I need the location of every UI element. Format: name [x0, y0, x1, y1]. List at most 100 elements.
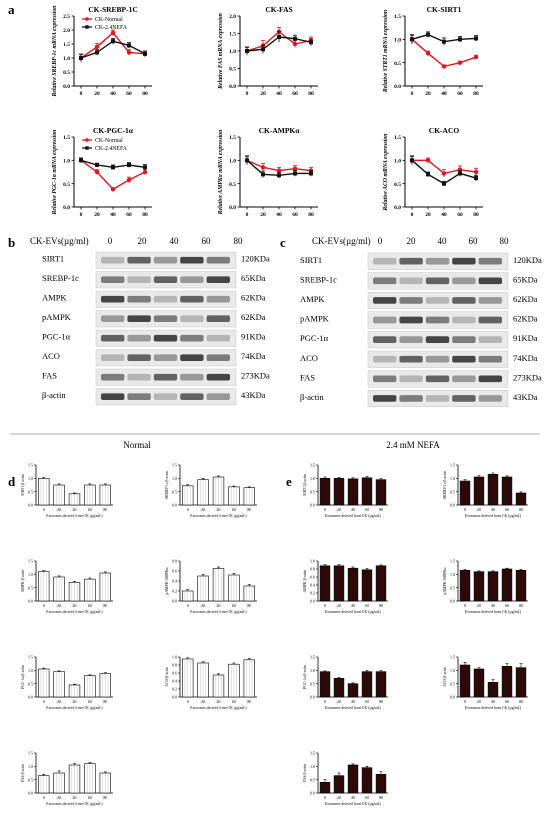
blot-band [153, 373, 178, 381]
blot-band [478, 395, 502, 402]
data-point [292, 41, 298, 47]
y-tick-label: 0.0 [28, 791, 33, 796]
x-tick-label: 80 [473, 91, 479, 97]
y-tick-label: 0.5 [310, 777, 315, 782]
bar [319, 782, 331, 794]
blot-band [399, 316, 423, 324]
y-tick-label: 0.0 [310, 599, 315, 604]
bar [501, 476, 513, 506]
y-tick-label: 0.5 [28, 777, 33, 782]
bar [375, 774, 387, 794]
bar [459, 480, 471, 506]
x-axis-label: Exosomes derived from CK (µg/mL) [325, 514, 382, 518]
x-tick-label: 40 [73, 507, 77, 512]
blot-band [373, 316, 397, 324]
y-tick-label: 1.0 [172, 476, 177, 481]
blot-protein-label: PGC-1α [42, 332, 71, 342]
y-tick-label: 1.0 [28, 764, 33, 769]
blot-band [425, 336, 450, 343]
blot-protein-label: SIRT1 [42, 254, 64, 264]
x-tick-label: 80 [308, 91, 314, 97]
y-tick-label: 0.8 [310, 567, 315, 572]
blot-size-label: 43KDa [513, 392, 538, 402]
data-point [292, 166, 298, 171]
data-point [126, 177, 132, 183]
legend-label: CK-Normal [95, 17, 123, 23]
blot-band [373, 336, 397, 343]
blot-protein-label: β-actin [42, 390, 66, 400]
x-tick-label: 20 [94, 212, 100, 218]
x-tick-label: 80 [519, 507, 523, 512]
y-tick-label: 0.5 [28, 489, 33, 494]
x-tick-label: 20 [425, 212, 431, 218]
data-point [79, 56, 83, 60]
data-point [410, 37, 414, 42]
data-point [410, 158, 414, 163]
y-axis-label: Relative SREBP-1c mRNA expression [52, 6, 58, 98]
y-tick-label: 0.0 [28, 695, 33, 700]
blot-band [478, 336, 502, 343]
y-tick-label: 1.0 [310, 668, 315, 673]
x-tick-label: 80 [103, 603, 107, 608]
blot-band [373, 277, 397, 285]
bar [333, 678, 345, 698]
x-tick-label: 60 [88, 795, 92, 800]
y-axis-label: AMPK/β-actin [303, 570, 307, 593]
blot-band [373, 257, 397, 265]
blot-band [153, 393, 178, 400]
y-tick-label: 0.0 [63, 84, 70, 90]
x-axis-label: Exosomes derived from CK (µg/mL) [190, 610, 247, 614]
bar [333, 565, 345, 602]
y-tick-label: 0.4 [310, 583, 315, 588]
x-tick-label: 20 [57, 507, 61, 512]
y-tick-label: 0.6 [172, 569, 177, 574]
x-tick-label: 60 [126, 212, 132, 218]
y-tick-label: 0.0 [310, 695, 315, 700]
x-axis-label: Exosomes derived from CK (µg/mL) [325, 802, 382, 806]
bar [333, 478, 345, 506]
x-axis-label: Exosomes derived from CK (µg/mL) [46, 610, 103, 614]
blot-band [399, 336, 423, 343]
x-tick-label: 20 [477, 699, 481, 704]
data-point [111, 39, 115, 44]
blot-band [373, 297, 397, 304]
x-tick-label: 40 [73, 603, 77, 608]
blot-protein-label: FAS [42, 371, 57, 381]
y-tick-label: 1.0 [450, 572, 455, 577]
bar [501, 568, 513, 602]
data-point [127, 163, 131, 167]
y-tick-label: 1.0 [28, 668, 33, 673]
x-axis-label: Exosomes derived from CK (µg/mL) [190, 514, 247, 518]
line-chart-5: CK-AMPKα 0.0 0.5 1.0 1.5 0 20 40 60 80 Relative AM… [218, 126, 318, 218]
x-tick-label: 80 [103, 699, 107, 704]
y-tick-label: 1.5 [310, 751, 315, 756]
y-tick-label: 1.5 [394, 135, 401, 141]
x-tick-label: 0 [464, 699, 466, 704]
y-tick-label: 1.0 [229, 159, 236, 165]
blot-band [452, 297, 476, 304]
blot-band [425, 257, 450, 265]
data-point [126, 50, 132, 55]
blot-band [452, 355, 476, 363]
y-axis-label: Relative PGC-1α mRNA expression [52, 130, 58, 216]
x-tick-label: 80 [247, 507, 251, 512]
x-tick-label: 0 [43, 603, 45, 608]
data-point [442, 39, 446, 44]
blot-band [425, 316, 450, 324]
bar [473, 476, 485, 506]
data-point [110, 187, 116, 192]
x-tick-label: 40 [441, 91, 447, 97]
data-point [95, 50, 99, 55]
x-tick-label: 60 [457, 91, 463, 97]
blot-band [127, 315, 151, 322]
blot-band [206, 334, 230, 342]
y-tick-label: 0.0 [28, 503, 33, 508]
y-tick-label: 0.4 [172, 679, 177, 684]
y-tick-label: 1.5 [63, 135, 70, 141]
blot-band [452, 395, 476, 402]
x-axis-label: Exosomes derived from CK (µg/mL) [46, 802, 103, 806]
data-point [276, 168, 282, 173]
blot-strip [95, 251, 237, 269]
y-axis-label: PGC-1α/β-actin [303, 665, 307, 689]
